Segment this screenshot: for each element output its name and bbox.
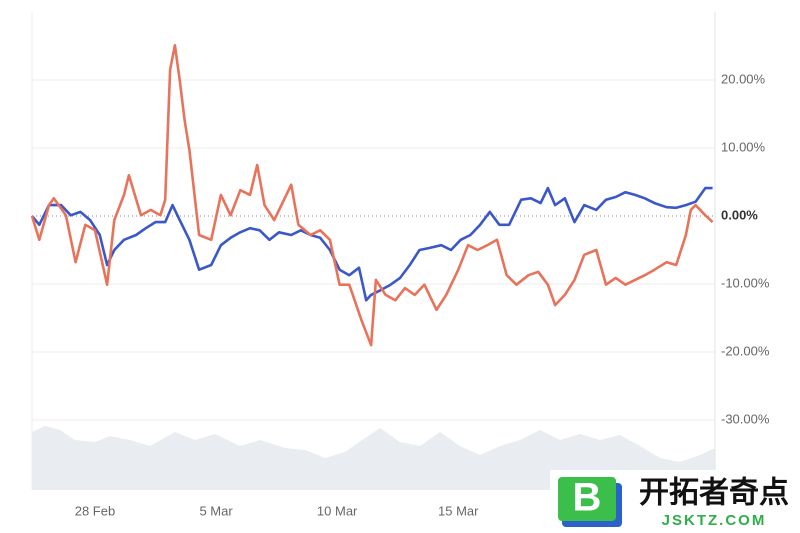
y-tick-label: 20.00% [721,71,766,86]
y-tick-label: -30.00% [721,411,770,426]
y-tick-label: -10.00% [721,275,770,290]
y-tick-label: 10.00% [721,139,766,154]
x-tick-label: 28 Feb [75,503,115,518]
x-tick-label: 5 Mar [199,503,233,518]
series-line [30,186,713,302]
watermark-icon: B [573,476,602,520]
y-tick-label: 0.00% [721,207,758,222]
watermark-url: JSKTZ.COM [662,512,767,529]
watermark: B 开拓者奇点 JSKTZ.COM [550,470,800,533]
y-tick-label: -20.00% [721,343,770,358]
x-tick-label: 10 Mar [317,503,358,518]
series-line [30,44,714,347]
watermark-title: 开拓者奇点 [639,476,789,511]
watermark-icon-front [558,477,616,521]
volume-area [32,426,715,490]
x-tick-label: 15 Mar [438,503,479,518]
